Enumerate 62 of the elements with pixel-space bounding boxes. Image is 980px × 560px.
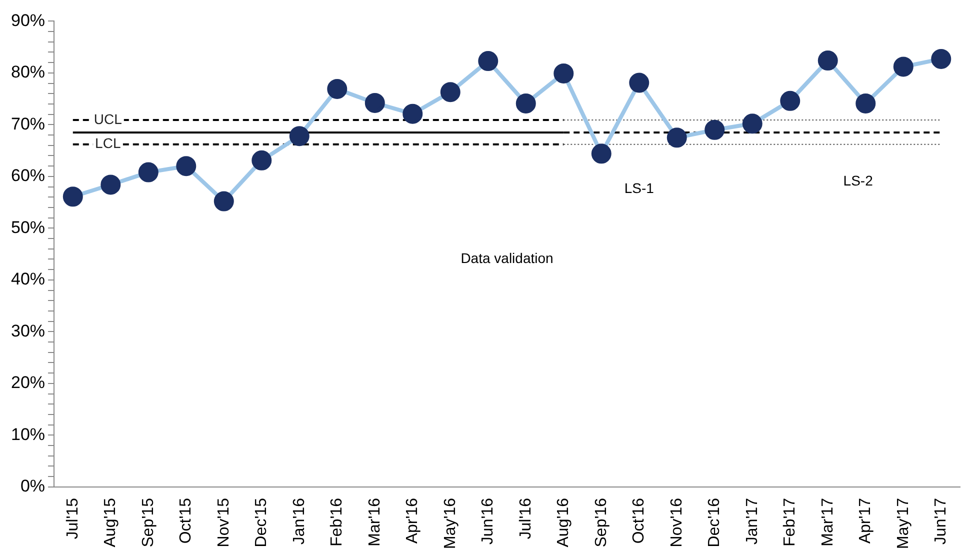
point [931,48,952,69]
x-tick-label: Sep'16 [592,498,610,548]
point [252,150,272,170]
point [214,191,234,212]
point [138,162,158,182]
y-tick-label: 10% [10,424,46,444]
point [629,72,650,93]
x-tick-label: Nov'16 [668,498,686,548]
y-tick-label: 30% [10,321,46,340]
y-tick-label: 40% [10,270,46,289]
annotation: LS-1 [624,180,654,196]
y-tick-label: 60% [10,166,46,186]
point [327,78,348,99]
point [289,126,310,146]
x-tick-label: Dec'16 [706,498,724,548]
x-tick-label: Apr'16 [404,498,422,544]
point [666,128,687,148]
x-tick-label: Jan'17 [744,498,761,545]
series-label: UCL [94,110,122,127]
x-tick-label: Jun'16 [480,498,497,545]
y-tick-label: 50% [10,218,46,237]
x-tick-label: Apr'17 [857,498,874,544]
point [818,50,838,71]
point [440,82,460,102]
x-tick-label: Feb'16 [328,498,346,546]
point [856,93,876,114]
x-tick-label: Jun'17 [932,498,950,545]
point [742,114,762,134]
y-tick-label: 80% [10,62,46,82]
y-tick-label: 90% [10,10,46,30]
x-tick-label: Mar'16 [366,498,384,546]
annotation: Data validation [460,250,554,266]
point [591,144,612,164]
x-tick-label: Feb'17 [782,498,799,546]
x-tick-label: May'16 [442,498,459,549]
point [364,92,385,113]
x-tick-label: Jan'16 [290,498,308,545]
point [780,90,800,111]
point [704,120,725,140]
x-tick-label: Jul'15 [64,498,82,540]
x-tick-label: Jul'16 [517,498,534,540]
point [100,174,121,195]
point [176,156,196,176]
x-tick-label: Aug'16 [555,498,572,548]
x-tick-label: Mar'17 [819,498,836,546]
point [402,104,423,124]
x-tick-label: Dec'15 [253,498,270,548]
x-tick-label: Oct'15 [178,498,195,544]
x-tick-label: Aug'15 [102,498,120,548]
point [62,186,83,207]
point [516,93,536,114]
annotation: LS-2 [843,172,874,188]
point [554,63,574,84]
y-tick-label: 20% [10,373,46,392]
x-tick-label: Oct'16 [630,498,648,544]
y-tick-label: 70% [10,114,46,134]
x-tick-label: Nov'15 [215,498,232,548]
point [893,56,914,77]
y-tick-label: 0% [20,476,46,496]
point [478,51,498,72]
x-tick-label: May'17 [894,498,912,549]
x-tick-label: Sep'15 [140,498,157,548]
